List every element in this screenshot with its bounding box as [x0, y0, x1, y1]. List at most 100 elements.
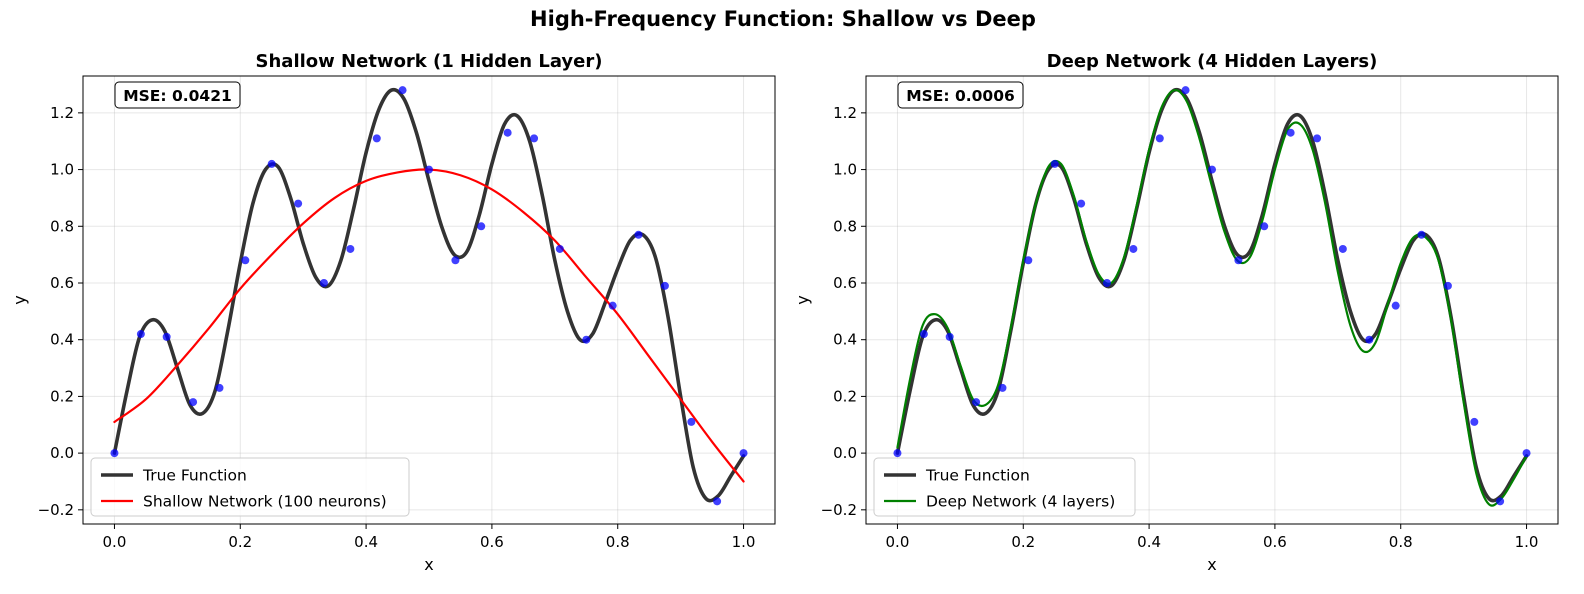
y-tick-label: 0.0 [50, 444, 74, 462]
sample-point [294, 199, 303, 208]
x-tick-label: 0.6 [480, 533, 504, 551]
y-tick-label: 1.0 [833, 161, 857, 179]
sample-point [608, 301, 617, 310]
legend-label: Deep Network (4 layers) [926, 493, 1115, 511]
sample-point [503, 128, 512, 137]
sample-point [972, 398, 981, 407]
sample-point [477, 222, 486, 231]
sample-point [1338, 244, 1347, 253]
axes-frame [865, 75, 1559, 525]
y-tick-label: 0.6 [833, 274, 857, 292]
sample-point [1470, 417, 1479, 426]
mse-box [114, 81, 241, 109]
x-tick-label: 0.4 [354, 533, 378, 551]
x-tick-label: 0.6 [1263, 533, 1287, 551]
x-axis-label: x [1207, 555, 1216, 574]
sample-point [319, 278, 328, 287]
y-tick-label: 0.4 [50, 331, 74, 349]
axes-frame [82, 75, 776, 525]
sample-point [998, 383, 1007, 392]
sample-point [1208, 165, 1216, 174]
y-axis-label: y [793, 295, 812, 304]
sample-point [241, 256, 250, 265]
x-tick-label: 0.2 [1011, 533, 1035, 551]
sample-point [398, 86, 407, 95]
y-tick-label: 0.4 [833, 331, 857, 349]
sample-point [1365, 335, 1374, 344]
sample-point [451, 256, 460, 265]
sample-point [1050, 159, 1059, 168]
sample-point [1102, 278, 1111, 287]
sample-point [346, 244, 355, 253]
y-tick-label: 0.8 [50, 217, 74, 235]
legend: True Function Deep Network (4 layers) [873, 457, 1136, 517]
sample-point [1234, 256, 1243, 265]
sample-point [1129, 244, 1138, 253]
y-tick-label: 0.0 [833, 444, 857, 462]
sample-point [1286, 128, 1295, 137]
plot-area [83, 76, 775, 524]
sample-point [1260, 222, 1269, 231]
y-tick-label: 0.6 [50, 274, 74, 292]
sample-point [1155, 134, 1164, 143]
sample-point [1077, 199, 1086, 208]
sample-point [425, 165, 433, 174]
x-tick-label: 0.8 [1389, 533, 1413, 551]
x-tick-label: 0.0 [103, 533, 127, 551]
legend-label: True Function [925, 467, 1030, 485]
sample-point [1024, 256, 1033, 265]
x-tick-label: 1.0 [732, 533, 756, 551]
sample-point [687, 417, 696, 426]
x-axis-label: x [424, 555, 433, 574]
sample-point [372, 134, 381, 143]
subplot-2: 0.0 0.2 0.4 0.6 0.8 1.0 −0.2 0.0 0.2 0.4 0.6 0.8 1.0… [793, 51, 1559, 574]
mse-annotation: MSE: 0.0421 [123, 87, 232, 105]
sample-point [1391, 301, 1400, 310]
sample-point [945, 332, 954, 341]
mse-annotation: MSE: 0.0006 [906, 87, 1015, 105]
figure-suptitle: High-Frequency Function: Shallow vs Deep [530, 7, 1036, 31]
subplot-1: 0.0 0.2 0.4 0.6 0.8 1.0 −0.2 0.0 0.2 0.4 0.6 0.8 1.0… [10, 51, 776, 574]
sample-point [162, 332, 171, 341]
x-tick-label: 0.0 [886, 533, 910, 551]
y-tick-label: 1.2 [833, 104, 857, 122]
series-group [110, 86, 748, 506]
subplot-title: Shallow Network (1 Hidden Layer) [256, 51, 603, 72]
legend-box [873, 457, 1136, 517]
subplot-title: Deep Network (4 Hidden Layers) [1047, 51, 1378, 72]
sample-point [1522, 449, 1531, 458]
y-axis-label: y [10, 295, 29, 304]
x-tick-label: 1.0 [1515, 533, 1539, 551]
legend-label: True Function [142, 467, 247, 485]
legend: True Function Shallow Network (100 neuron… [90, 457, 410, 517]
legend-box [90, 457, 410, 517]
sample-point [555, 244, 564, 253]
plot-area [866, 76, 1558, 524]
series-group [893, 86, 1531, 507]
y-tick-label: −0.2 [821, 501, 857, 519]
y-tick-label: 1.0 [50, 161, 74, 179]
sample-point [189, 398, 198, 407]
mse-box [897, 81, 1024, 109]
network-fit-line [896, 88, 1528, 507]
y-tick-label: 0.2 [833, 387, 857, 405]
x-tick-label: 0.8 [606, 533, 630, 551]
sample-point [1313, 134, 1322, 143]
sample-point [919, 330, 928, 339]
sample-point [1443, 281, 1452, 290]
y-tick-label: 1.2 [50, 104, 74, 122]
legend-label: Shallow Network (100 neurons) [143, 493, 387, 511]
sample-point [660, 281, 669, 290]
y-tick-label: −0.2 [38, 501, 74, 519]
sample-point [136, 330, 145, 339]
sample-point [215, 383, 224, 392]
sample-point [634, 230, 643, 239]
sample-point [739, 449, 748, 458]
sample-point [582, 335, 591, 344]
sample-point [267, 159, 276, 168]
sample-point [1181, 86, 1190, 95]
sample-point [1496, 497, 1505, 506]
sample-point [893, 449, 902, 458]
